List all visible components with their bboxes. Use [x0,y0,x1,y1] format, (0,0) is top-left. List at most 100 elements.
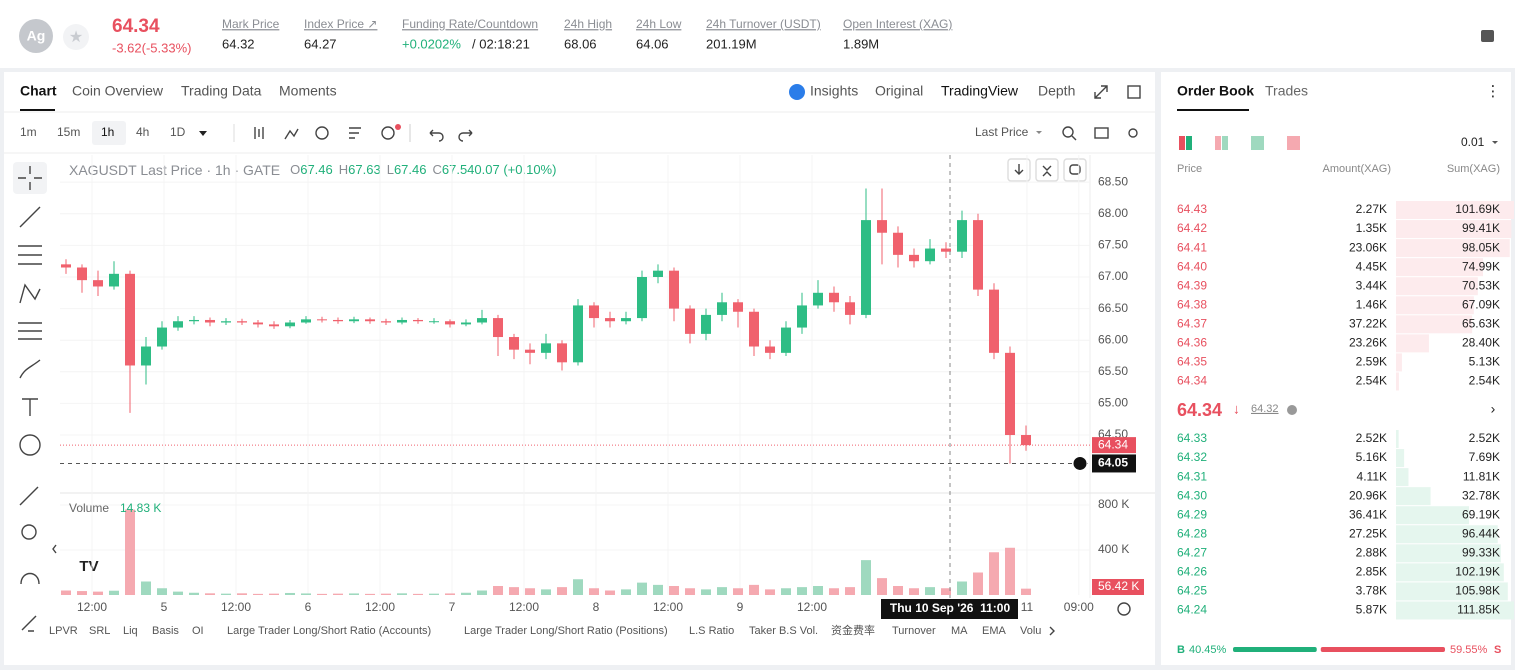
header-icon[interactable] [1481,30,1494,42]
interval[interactable]: 1D [170,125,186,139]
dropdown[interactable] [1492,141,1498,144]
indicator[interactable]: Large Trader Long/Short Ratio (Accounts) [227,625,431,637]
dropdown[interactable] [199,131,207,136]
chevron[interactable]: › [1491,401,1496,417]
ob-layout-icons[interactable] [1179,136,1300,150]
ob-sum: 65.63K [1462,316,1500,330]
view[interactable]: Insights [810,83,858,99]
indicator[interactable]: Taker B.S Vol. [749,625,818,637]
price-source[interactable]: Last Price [975,125,1029,139]
candle-body [365,319,375,322]
ob-amount: 2.59K [1356,355,1387,369]
volume-bar [621,589,631,595]
crosshair-price: 64.05 [1098,456,1128,470]
ob-sum: 96.44K [1462,526,1500,540]
ob-price: 64.41 [1177,240,1207,254]
volume-bar [653,584,663,595]
volume-bar [365,593,375,595]
view[interactable]: Original [875,83,923,99]
y-tick-label: 66.50 [1098,301,1128,315]
ob-tab[interactable]: Order Book [1177,83,1254,99]
window-icon[interactable] [1127,85,1141,99]
add-icon[interactable] [1072,455,1088,471]
candle-body [573,305,583,363]
legend-title: XAGUSDT Last Price · 1h · GATE [69,162,280,178]
y-tick-label: 67.50 [1098,238,1128,252]
scroll-right[interactable] [1049,626,1055,636]
volume-bar [701,589,711,595]
last-price-label: 64.34 [1098,437,1128,451]
drawing-tools[interactable] [13,162,47,631]
volume-bar [717,587,727,595]
volume-bar [637,582,647,595]
x-tick-label: 12:00 [797,600,827,614]
indicator[interactable]: LPVR [49,625,78,637]
col-head: Amount(XAG) [1323,163,1391,175]
col-head: Sum(XAG) [1447,163,1500,175]
view[interactable]: TradingView [941,83,1019,99]
interval[interactable]: 15m [57,125,80,139]
candle-body [749,311,759,347]
tab[interactable]: Moments [279,83,337,99]
chart-buttons[interactable] [1007,158,1087,182]
settings[interactable] [1117,602,1131,616]
volume-bar [285,592,295,595]
volume-bar [237,593,247,595]
precision[interactable]: 0.01 [1461,135,1485,149]
volume-bar [333,593,343,595]
indicator[interactable]: 资金费率 [831,623,875,637]
indicator[interactable]: MA [951,625,968,637]
ob-sum: 99.41K [1462,221,1500,235]
volume-bar [541,589,551,595]
volume-bar [733,588,743,595]
depth-bar [1396,239,1510,258]
tab[interactable]: Chart [20,83,57,99]
volume-bar [381,593,391,595]
depth-bar [1396,220,1512,239]
interval[interactable]: 4h [136,125,149,139]
indicator[interactable]: Liq [123,625,138,637]
ob-price: 64.35 [1177,355,1207,369]
stat-extra: / 02:18:21 [472,36,530,51]
favorite[interactable] [63,24,89,50]
volume-bar [941,588,951,595]
indicator[interactable]: OI [192,625,204,637]
indicator[interactable]: Large Trader Long/Short Ratio (Positions… [464,625,668,637]
collapse[interactable] [28,544,57,632]
candle-body [621,318,631,322]
volume-bar [93,591,103,595]
tab[interactable]: Trading Data [181,83,262,99]
view[interactable]: Depth [1038,83,1075,99]
dropdown[interactable] [1036,131,1042,134]
expand-icon[interactable] [1094,85,1108,99]
interval[interactable]: 1h [101,125,114,139]
ob-price: 64.29 [1177,507,1207,521]
indicator[interactable]: L.S Ratio [689,625,734,637]
candle-body [989,289,999,353]
stat-label: Index Price ↗ [304,17,377,31]
indicator[interactable]: Volu [1020,625,1041,637]
candle-body [1021,435,1031,446]
volume-bar [877,578,887,595]
stat-label: Open Interest (XAG) [843,17,952,31]
stat-value: 1.89M [843,36,879,51]
tab[interactable]: Coin Overview [72,83,164,99]
stat-label: 24h Low [636,17,682,31]
ob-amount: 1.35K [1356,221,1387,235]
stat-label: Funding Rate/Countdown [402,17,538,31]
interval[interactable]: 1m [20,125,37,139]
more[interactable]: ⋮ [1486,83,1501,100]
volume-tag [1092,579,1144,595]
indicator[interactable]: Basis [152,625,179,637]
ob-sum: 11.81K [1463,469,1500,483]
volume-bar [909,588,919,595]
ob-sum: 74.99K [1462,259,1500,273]
ob-amount: 27.25K [1349,526,1387,540]
ob-tab[interactable]: Trades [1265,83,1308,99]
indicator[interactable]: Turnover [892,625,936,637]
tool-icons[interactable] [254,124,1138,142]
sell-bar [1320,647,1445,652]
indicator[interactable]: SRL [89,625,110,637]
price-change: -3.62(-5.33%) [112,40,191,55]
indicator[interactable]: EMA [982,625,1007,637]
